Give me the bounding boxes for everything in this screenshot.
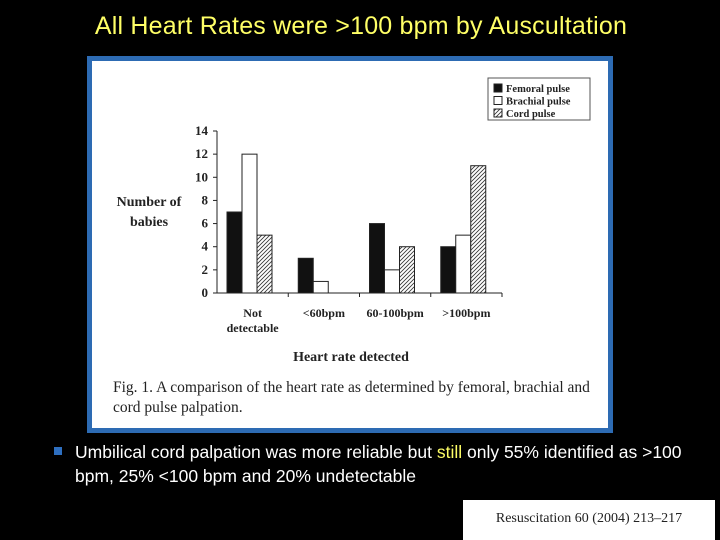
y-tick-label: 6 [202,216,209,231]
legend-label: Cord pulse [506,109,556,120]
y-tick-label: 8 [202,192,209,207]
bar-hatched-3 [470,165,487,294]
square-bullet-icon [54,447,62,455]
y-tick-label: 14 [195,123,209,138]
bar-open-1 [312,280,329,294]
bar-solid-1 [297,257,314,294]
figure-panel: 0 2 4 6 8 10 12 14 Number of babies Not detectable <… [92,61,608,428]
y-axis-label-line1: Number of [117,195,182,210]
legend-swatch-hatched [493,108,503,118]
y-tick-label: 10 [195,169,208,184]
bar-open-0 [241,153,258,294]
bar-open-3 [455,234,472,294]
y-tick-label: 12 [195,146,208,161]
bar-open-2 [384,269,400,294]
citation-text: Resuscitation 60 (2004) 213–217 [495,511,683,526]
figure-caption: Fig. 1. A comparison of the heart rate a… [113,379,590,416]
y-axis-label-line2: babies [130,215,169,230]
citation-box: Resuscitation 60 (2004) 213–217 [463,500,715,540]
x-tick-label: >100bpm [442,306,490,320]
y-tick-label: 0 [202,285,209,300]
bar-solid-3 [440,246,457,294]
x-tick-label: detectable [227,321,280,335]
legend-swatch-open [493,96,503,105]
bullet-text-start: Umbilical cord palpation was more reliab… [75,442,437,462]
y-tick-label: 2 [202,262,209,277]
bullet-highlight: still [436,442,463,462]
legend-label: Femoral pulse [506,84,570,95]
bar-solid-2 [369,223,385,294]
legend-label: Brachial pulse [506,97,571,108]
bar-hatched-2 [399,246,415,294]
x-tick-label: <60bpm [303,306,345,320]
x-tick-label: 60-100bpm [366,306,423,320]
x-axis-label: Heart rate detected [293,350,409,365]
bar-hatched-0 [256,234,273,294]
y-tick-label: 4 [202,239,209,254]
bullet-text: Umbilical cord palpation was more reliab… [75,440,685,488]
bullet-text-end: only 55% identified as >100 bpm, 25% <10… [75,442,682,486]
legend-box [487,77,591,121]
x-tick-label: Not [243,306,262,320]
slide-title: All Heart Rates were >100 bpm by Auscult… [94,12,628,40]
legend-swatch-solid [493,83,503,93]
bar-solid-0 [226,211,243,294]
